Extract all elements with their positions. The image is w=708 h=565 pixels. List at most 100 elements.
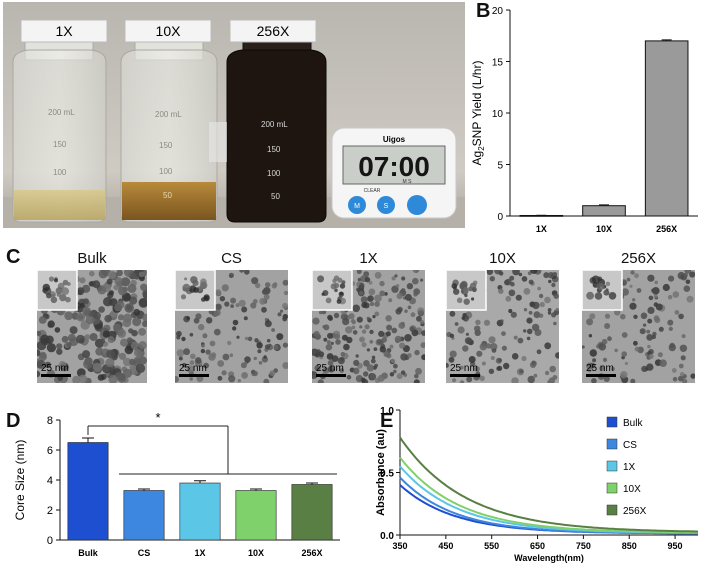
nanoparticle [449,333,455,338]
nanoparticle [497,358,502,363]
nanoparticle [406,353,412,358]
nanoparticle [366,364,374,372]
nanoparticle [327,360,334,366]
nanoparticle [313,330,320,337]
nanoparticle [186,316,190,320]
nanoparticle [335,339,341,345]
nanoparticle [589,362,596,369]
y-tick-label-b: 5 [497,161,503,172]
nanoparticle [412,270,420,274]
inset-particle [453,288,460,295]
nanoparticle [140,283,147,291]
timer-second-button [377,196,395,214]
nanoparticle [266,338,271,343]
scale-bar [41,374,71,377]
nanoparticle [203,362,209,369]
inset-particle [471,287,477,292]
x-tick-label-d: 10X [248,548,264,558]
nanoparticle [176,349,185,357]
inset-particle [587,294,593,300]
nanoparticle [515,294,522,301]
nanoparticle [462,345,469,352]
nanoparticle [411,329,419,337]
inset-particle [603,289,610,296]
nanoparticle [490,345,495,350]
nanoparticle [510,281,515,287]
nanoparticle [654,280,658,285]
nanoparticle [241,306,248,313]
legend-swatch-e [606,482,618,494]
nanoparticle [241,372,248,379]
nanoparticle [399,342,406,349]
nanoparticle [44,361,52,369]
inset-particle [201,297,206,302]
nanoparticle [686,295,694,303]
nanoparticle [126,337,133,343]
nanoparticle [224,301,230,307]
nanoparticle [528,279,534,285]
nanoparticle [465,332,469,336]
nanoparticle [653,315,660,322]
nanoparticle [200,348,206,354]
nanoparticle [322,367,330,374]
nanoparticle [239,270,245,273]
nanoparticle [122,357,132,367]
nanoparticle [363,360,370,367]
nanoparticle [548,279,552,284]
nanoparticle [374,301,380,307]
nanoparticle [176,330,182,337]
nanoparticle [662,283,670,292]
svg-text:50: 50 [163,191,172,200]
x-tick-label-d: Bulk [78,548,98,558]
nanoparticle [604,323,611,329]
nanoparticle [283,363,288,368]
nanoparticle [83,359,93,369]
nanoparticle [385,331,391,337]
nanoparticle [486,270,494,275]
nanoparticle [630,378,636,383]
nanoparticle [599,365,605,372]
nanoparticle [114,277,123,286]
nanoparticle [639,328,646,335]
nanoparticle [228,375,236,383]
nanoparticle [394,274,398,278]
nanoparticle [138,328,146,336]
nanoparticle [127,283,137,293]
nanoparticle [341,334,348,341]
svg-text:100: 100 [53,168,67,177]
bar-d [123,490,165,541]
bottle-256x: 200 mL 150 100 50 [209,39,327,223]
nanoparticle [501,345,507,351]
nanoparticle [626,277,631,282]
nanoparticle [526,336,531,341]
nanoparticle [604,313,611,319]
nanoparticle [629,302,637,310]
nanoparticle [124,345,134,355]
nanoparticle [386,324,393,331]
nanoparticle [235,303,240,308]
nanoparticle [282,302,288,309]
scale-bar-label: 25 nm [316,363,344,374]
nanoparticle [377,374,385,382]
x-tick-label-d: 256X [301,548,322,558]
nanoparticle [527,375,535,383]
nanoparticle [342,318,350,326]
svg-text:200 mL: 200 mL [48,108,75,117]
nanoparticle [374,363,378,368]
tem-label-1x: 1X [359,250,378,267]
x-tick-label-e: 850 [622,541,637,551]
nanoparticle [689,271,695,278]
nanoparticle [206,317,213,324]
nanoparticle [655,303,663,311]
nanoparticle [416,315,422,322]
nanoparticle [526,317,533,324]
nanoparticle [389,344,394,349]
nanoparticle [391,276,396,281]
nanoparticle [538,293,544,299]
nanoparticle [536,349,542,355]
nanoparticle [350,318,356,324]
svg-text:50: 50 [271,192,280,201]
y-tick-label-e: 0.0 [380,531,394,542]
nanoparticle [356,270,362,275]
nanoparticle [323,337,328,342]
